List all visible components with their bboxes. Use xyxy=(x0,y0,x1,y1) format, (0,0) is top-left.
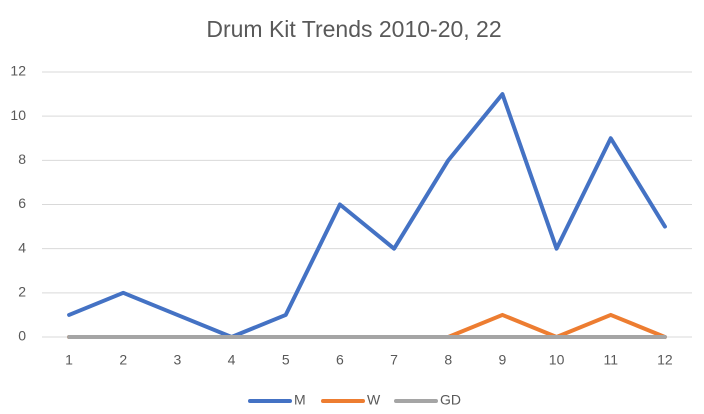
x-tick-label: 12 xyxy=(657,352,673,368)
x-tick-label: 11 xyxy=(603,352,618,368)
series-line xyxy=(67,92,667,339)
x-tick-label: 1 xyxy=(65,352,73,368)
x-tick-label: 3 xyxy=(174,352,182,368)
x-tick-label: 7 xyxy=(390,352,398,368)
legend-label: GD xyxy=(440,392,461,408)
x-tick-label: 10 xyxy=(549,352,565,368)
x-tick-label: 8 xyxy=(444,352,452,368)
x-tick-label: 6 xyxy=(336,352,344,368)
x-tick-label: 4 xyxy=(228,352,236,368)
y-tick-label: 6 xyxy=(18,195,26,211)
y-tick-label: 4 xyxy=(18,239,26,255)
x-tick-label: 2 xyxy=(119,352,127,368)
y-tick-label: 2 xyxy=(18,284,26,300)
y-tick-label: 12 xyxy=(10,63,26,79)
y-tick-label: 8 xyxy=(18,151,26,167)
x-tick-label: 5 xyxy=(282,352,290,368)
x-tick-label: 9 xyxy=(499,352,507,368)
legend-label: W xyxy=(367,392,381,408)
y-tick-label: 10 xyxy=(10,107,26,123)
y-tick-label: 0 xyxy=(18,328,26,344)
legend-label: M xyxy=(294,392,306,408)
chart-title: Drum Kit Trends 2010-20, 22 xyxy=(206,16,501,42)
